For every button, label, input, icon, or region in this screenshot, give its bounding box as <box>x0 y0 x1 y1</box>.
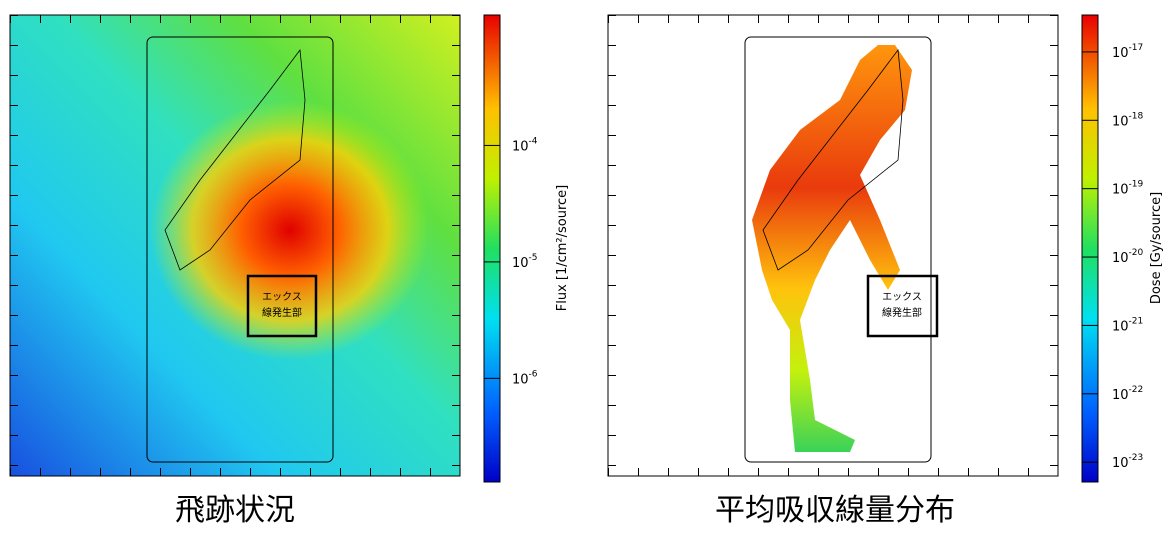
colorbar-tick-label: 10-5 <box>512 253 538 271</box>
colorbar <box>1081 14 1099 483</box>
source-label: エックス <box>882 291 922 303</box>
source-label: 線発生部 <box>262 306 302 319</box>
panel-caption: 平均吸収線量分布 <box>715 493 955 528</box>
tick-exponent: -19 <box>1129 180 1144 190</box>
tick-base: 10 <box>1112 388 1129 403</box>
tick-exponent: -17 <box>1129 43 1144 53</box>
tick-exponent: -20 <box>1129 248 1144 258</box>
tick-base: 10 <box>1112 114 1129 129</box>
colorbar-tick-label: 10-20 <box>1112 248 1144 266</box>
tick-base: 10 <box>1112 251 1129 266</box>
tick-exponent: -6 <box>529 369 538 379</box>
tick-base: 10 <box>1112 183 1129 198</box>
frame-ticks <box>9 14 1059 477</box>
tick-base: 10 <box>1112 456 1129 471</box>
tick-base: 10 <box>512 139 529 154</box>
tick-base: 10 <box>512 256 529 271</box>
source-label: 線発生部 <box>882 306 922 319</box>
colorbar-tick-label: 10-4 <box>512 136 538 154</box>
tick-exponent: -22 <box>1129 385 1144 395</box>
source-label: エックス <box>262 291 302 303</box>
panel-caption: 飛跡状況 <box>175 493 295 528</box>
colorbar <box>483 14 501 483</box>
colorbar-tick-label: 10-19 <box>1112 180 1144 198</box>
tick-base: 10 <box>1112 46 1129 61</box>
colorbar-tick-label: 10-22 <box>1112 385 1143 403</box>
colorbar-tick-label: 10-18 <box>1112 111 1144 129</box>
tick-base: 10 <box>1112 319 1129 334</box>
colorbar-tick-label: 10-23 <box>1112 453 1143 471</box>
colorbar-tick-label: 10-17 <box>1112 43 1143 61</box>
colorbar-label: Dose [Gy/source] <box>1149 192 1164 304</box>
geometry <box>146 36 939 463</box>
tick-base: 10 <box>512 372 529 387</box>
flux-map <box>10 15 460 476</box>
dose-map <box>608 15 1058 476</box>
tick-exponent: -4 <box>529 136 538 146</box>
colorbar-tick-label: 10-21 <box>1112 316 1143 334</box>
tick-exponent: -5 <box>529 253 538 263</box>
tick-exponent: -23 <box>1129 453 1144 463</box>
tick-exponent: -18 <box>1129 111 1144 121</box>
tick-exponent: -21 <box>1129 316 1144 326</box>
colorbar-tick-label: 10-6 <box>512 369 538 387</box>
colorbar-label: Flux [1/cm²/source] <box>555 185 570 312</box>
